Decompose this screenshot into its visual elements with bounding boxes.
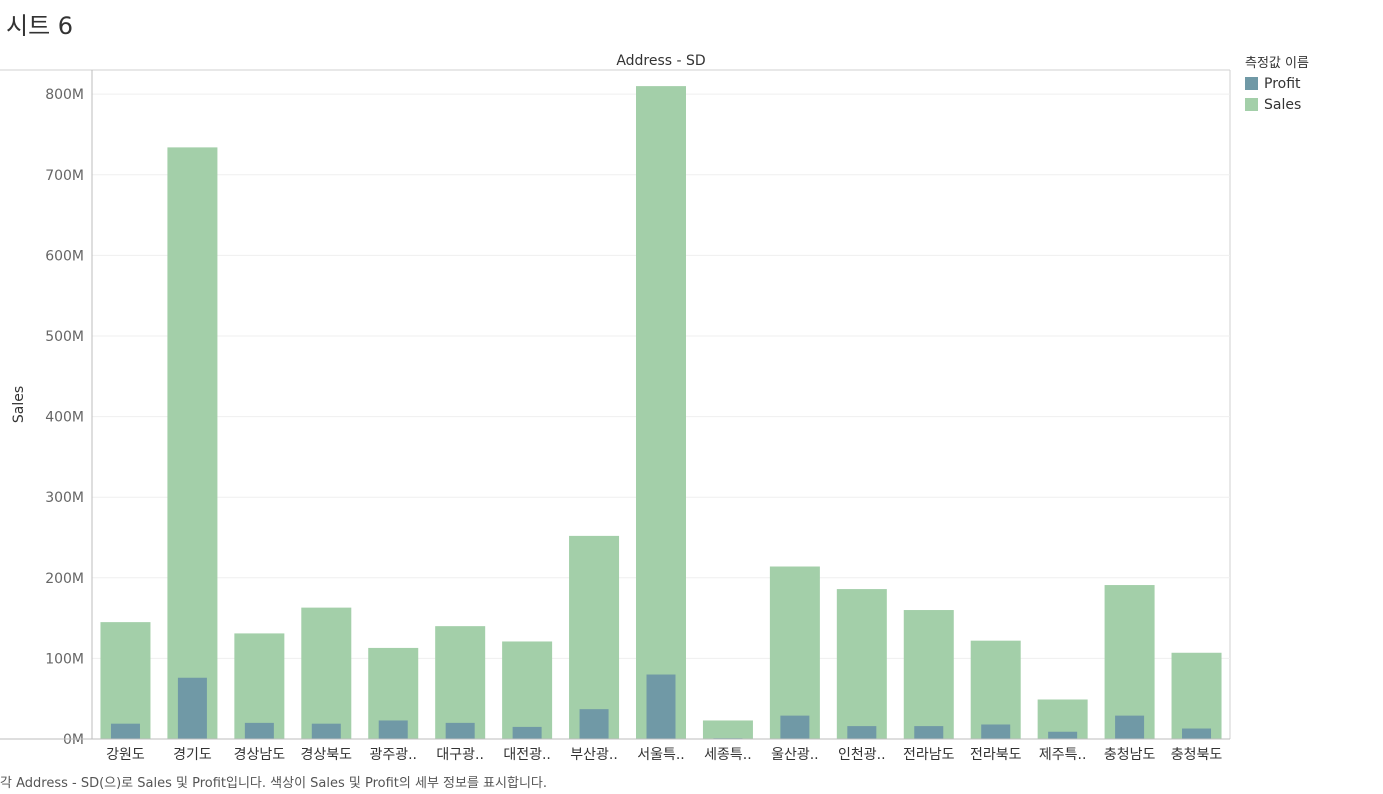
bar-profit: [579, 709, 609, 739]
x-tick-label: 충청남도: [1104, 747, 1156, 763]
legend-swatch-profit: [1245, 77, 1258, 90]
bar-sales: [502, 641, 553, 739]
bar-sales: [636, 86, 686, 739]
bar-sales: [435, 626, 486, 739]
y-tick-label: 400M: [45, 410, 84, 426]
bar-profit: [914, 726, 944, 739]
legend-title: 측정값 이름: [1245, 56, 1309, 71]
y-tick-label: 100M: [45, 651, 84, 667]
bar-profit: [1182, 728, 1212, 739]
bar-sales: [970, 640, 1021, 739]
bar-profit: [311, 723, 341, 739]
bar-sales: [234, 633, 285, 739]
x-tick-label: 서울특..: [637, 747, 685, 763]
bar-profit: [780, 715, 810, 739]
sheet-title: 시트 6: [6, 12, 74, 40]
legend-label-profit: Profit: [1264, 75, 1301, 92]
y-tick-label: 300M: [45, 490, 84, 506]
x-tick-label: 대전광..: [503, 747, 551, 763]
bar-profit: [110, 723, 140, 739]
bar-sales: [301, 607, 352, 739]
x-tick-label: 충청북도: [1171, 747, 1223, 763]
x-tick-label: 강원도: [106, 747, 145, 763]
legend-item-profit[interactable]: Profit: [1245, 73, 1309, 94]
x-tick-label: 대구광..: [436, 747, 484, 763]
bar-profit: [445, 722, 475, 739]
y-tick-label: 0M: [63, 732, 84, 748]
x-tick-label: 세종특..: [704, 747, 752, 763]
bar-sales: [569, 535, 620, 739]
bar-profit: [244, 722, 274, 739]
chart-title: Address - SD: [616, 53, 705, 69]
chart-caption: 각 Address - SD(으)로 Sales 및 Profit입니다. 색상…: [0, 776, 547, 791]
y-tick-label: 200M: [45, 571, 84, 587]
x-tick-label: 부산광..: [570, 747, 618, 763]
x-tick-label: 인천광..: [838, 747, 886, 763]
chart-area[interactable]: Address - SD 0M 100M 200M 300M 400M 500M 600M 70…: [0, 48, 1240, 788]
bar-sales: [100, 622, 151, 739]
bar-chart[interactable]: Address - SD 0M 100M 200M 300M 400M 500M 600M 70…: [0, 48, 1240, 788]
bar-profit: [177, 677, 207, 739]
y-tick-label: 700M: [45, 168, 84, 184]
legend[interactable]: 측정값 이름 Profit Sales: [1245, 52, 1309, 115]
bar-sales: [903, 610, 954, 739]
bar-profit: [512, 726, 542, 739]
bar-profit: [1048, 731, 1078, 739]
legend-item-sales[interactable]: Sales: [1245, 94, 1309, 115]
bar-sales: [1171, 652, 1222, 739]
bar-profit: [847, 726, 877, 739]
x-tick-label: 전라남도: [903, 747, 955, 763]
bar-profit: [378, 720, 408, 739]
x-tick-label: 경상북도: [301, 747, 353, 763]
x-tick-label: 전라북도: [970, 747, 1022, 763]
bar-sales: [167, 147, 218, 740]
y-tick-label: 800M: [45, 87, 84, 103]
bar-sales: [836, 589, 887, 739]
x-tick-label: 광주광..: [369, 747, 417, 763]
y-tick-label: 500M: [45, 329, 84, 345]
x-tick-label: 경기도: [173, 747, 212, 763]
bar-profit: [1115, 715, 1145, 739]
bar-sales: [702, 720, 753, 739]
x-tick-label: 경상남도: [234, 747, 286, 763]
legend-label-sales: Sales: [1264, 96, 1302, 113]
bar-sales: [769, 566, 820, 739]
x-tick-label: 제주특..: [1039, 747, 1087, 763]
y-tick-label: 600M: [45, 248, 84, 264]
y-axis-label: Sales: [11, 386, 27, 423]
bar-profit: [981, 724, 1011, 739]
bar-profit: [646, 674, 676, 739]
bar-sales: [1104, 585, 1155, 739]
x-tick-label: 울산광..: [771, 747, 819, 763]
legend-swatch-sales: [1245, 98, 1258, 111]
